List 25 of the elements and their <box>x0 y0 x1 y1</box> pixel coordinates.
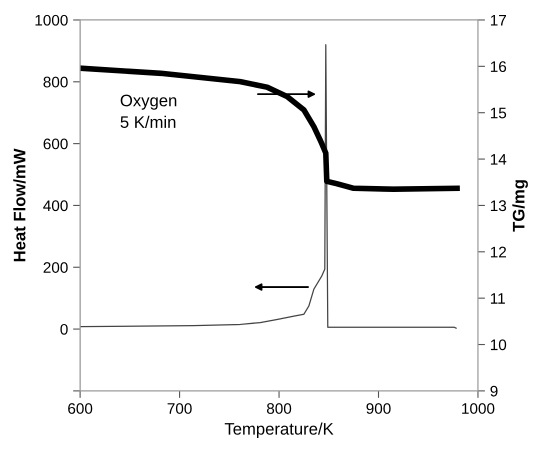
y2-tick-label: 17 <box>490 15 506 26</box>
y2-axis-title: TG/mg <box>512 180 528 232</box>
y2-tick-label: 15 <box>490 108 506 118</box>
y2-tick-label: 13 <box>490 200 506 212</box>
x-tick-label: 700 <box>168 403 192 414</box>
annotation: Oxygen 5 K/min <box>120 94 176 128</box>
y2-tick-label: 12 <box>490 246 506 258</box>
y2-tick-label: 10 <box>490 339 506 350</box>
x-tick-label: 900 <box>366 403 391 414</box>
x-tick-label: 800 <box>266 403 292 414</box>
x-axis-title: Temperature/K <box>224 422 334 438</box>
y2-tick-label: 9 <box>490 386 498 397</box>
y2-tick-label: 11 <box>490 293 505 304</box>
y-tick-label: 200 <box>44 262 68 273</box>
y2-tick-label: 16 <box>490 61 506 72</box>
y2-tick-label: 14 <box>490 154 506 165</box>
x-tick-label: 1000 <box>462 403 494 414</box>
line-series <box>80 44 457 329</box>
y-tick-label: 800 <box>43 76 68 88</box>
y-axis-title: Heat Flow/mW <box>13 148 26 262</box>
y-tick-label: 400 <box>43 200 68 212</box>
x-tick-label: 600 <box>68 403 92 414</box>
y-tick-label: 1000 <box>35 14 68 26</box>
y-tick-label: 0 <box>60 324 68 335</box>
y-tick-label: 600 <box>44 138 68 150</box>
